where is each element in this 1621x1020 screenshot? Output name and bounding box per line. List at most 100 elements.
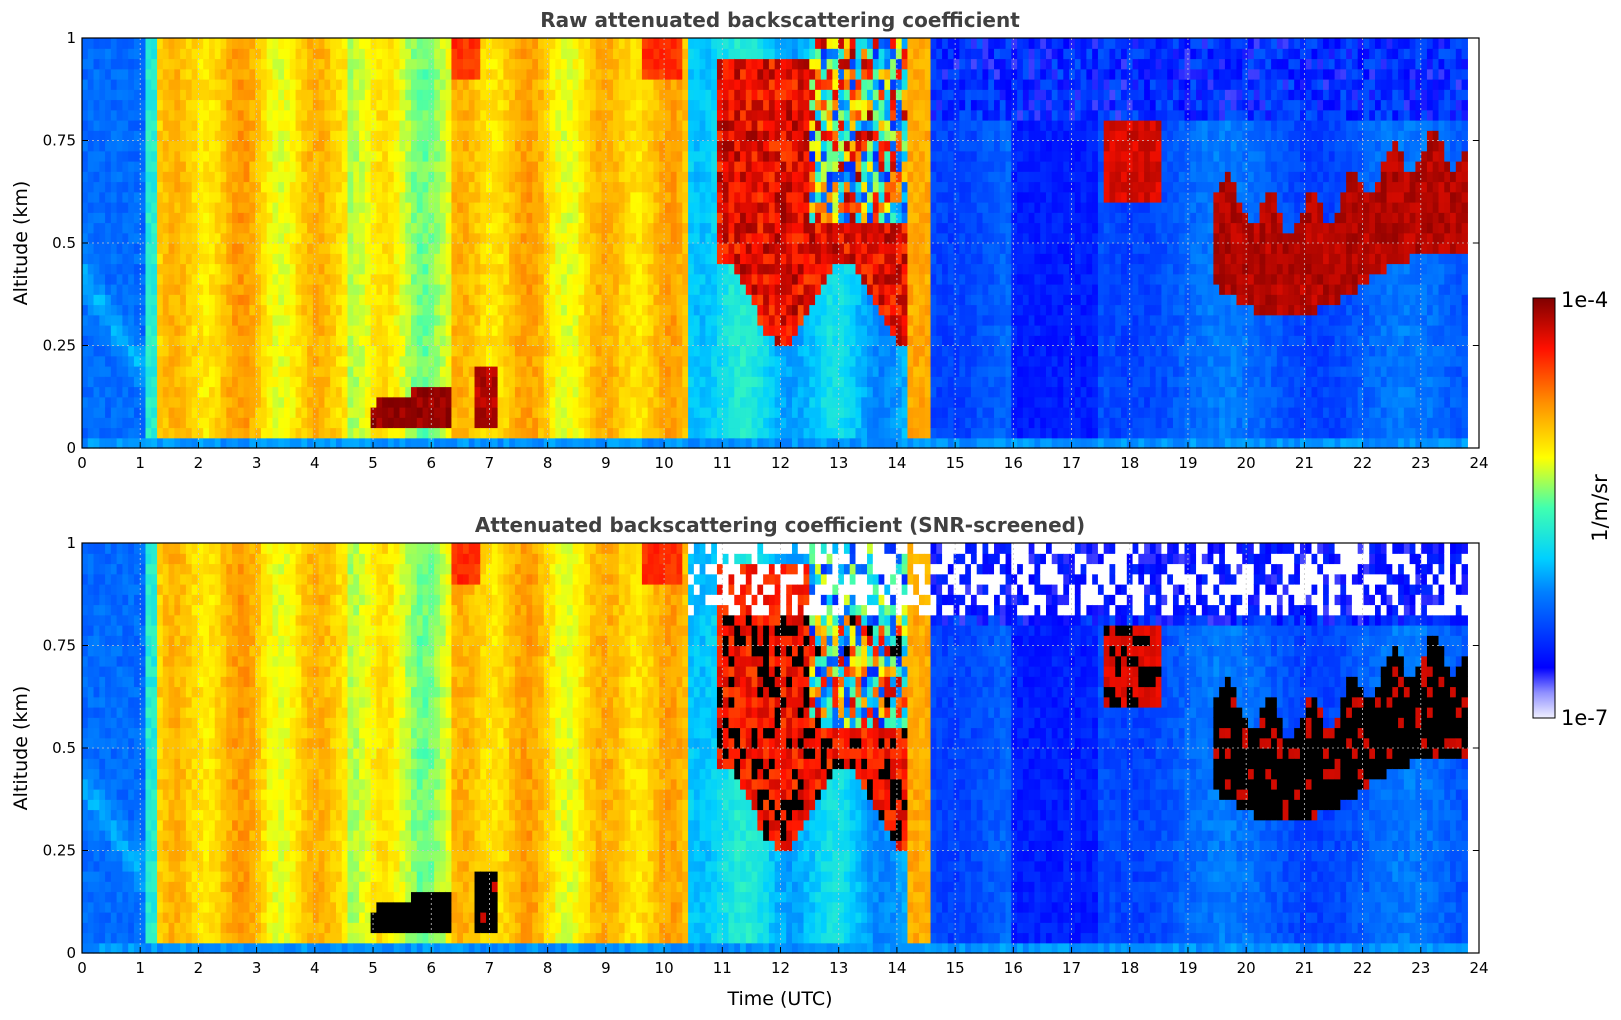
- heatmap-cell: [786, 284, 793, 295]
- heatmap-cell: [503, 222, 510, 234]
- heatmap-cell: [364, 171, 372, 183]
- heatmap-cell: [387, 99, 395, 111]
- heatmap-cell: [255, 325, 262, 336]
- heatmap-cell: [272, 109, 279, 121]
- heatmap-cell: [688, 222, 695, 234]
- heatmap-cell: [295, 109, 302, 121]
- heatmap-cell: [301, 304, 308, 316]
- heatmap-cell: [480, 150, 487, 162]
- heatmap-cell: [665, 273, 672, 285]
- heatmap-cell: [595, 89, 603, 101]
- heatmap-cell: [578, 120, 585, 131]
- heatmap-cell: [659, 161, 666, 172]
- heatmap-cell: [376, 407, 383, 418]
- heatmap-cell: [497, 427, 504, 439]
- heatmap-cell: [786, 304, 793, 316]
- heatmap-cell: [318, 79, 326, 90]
- heatmap-cell: [503, 232, 510, 244]
- heatmap-cell: [214, 48, 222, 60]
- heatmap-cell: [497, 161, 504, 172]
- heatmap-cell: [434, 171, 441, 183]
- heatmap-cell: [572, 191, 580, 203]
- heatmap-cell: [561, 89, 568, 101]
- heatmap-cell: [116, 222, 123, 234]
- heatmap-cell: [237, 304, 245, 316]
- heatmap-cell: [191, 191, 199, 203]
- heatmap-cell: [774, 366, 782, 377]
- heatmap-cell: [595, 314, 603, 326]
- heatmap-cell: [266, 202, 274, 213]
- heatmap-cell: [768, 68, 776, 80]
- heatmap-cell: [745, 304, 753, 316]
- heatmap-cell: [237, 79, 245, 90]
- heatmap-cell: [595, 263, 603, 275]
- heatmap-cell: [734, 335, 741, 347]
- heatmap-cell: [237, 140, 245, 152]
- heatmap-cell: [376, 284, 383, 295]
- heatmap-cell: [243, 314, 250, 326]
- heatmap-cell: [792, 140, 799, 152]
- heatmap-cell: [699, 407, 707, 418]
- heatmap-cell: [745, 181, 753, 193]
- heatmap-cell: [185, 38, 193, 49]
- heatmap-cell: [566, 202, 574, 213]
- heatmap-cell: [445, 407, 453, 418]
- heatmap-cell: [260, 191, 268, 203]
- heatmap-cell: [185, 253, 193, 265]
- heatmap-cell: [520, 273, 528, 285]
- heatmap-cell: [630, 243, 637, 254]
- heatmap-cell: [722, 407, 730, 418]
- heatmap-cell: [382, 253, 389, 265]
- heatmap-cell: [792, 99, 799, 111]
- heatmap-cell: [99, 427, 106, 439]
- heatmap-cell: [543, 427, 551, 439]
- heatmap-cell: [266, 284, 274, 295]
- heatmap-cell: [670, 304, 678, 316]
- heatmap-cell: [607, 417, 614, 429]
- heatmap-cell: [468, 171, 476, 183]
- heatmap-cell: [682, 48, 689, 60]
- heatmap-cell: [411, 89, 418, 101]
- heatmap-cell: [232, 99, 239, 111]
- heatmap-cell: [87, 304, 95, 316]
- heatmap-cell: [792, 437, 799, 449]
- heatmap-cell: [324, 386, 331, 398]
- heatmap-cell: [595, 376, 603, 388]
- heatmap-cell: [734, 284, 741, 295]
- heatmap-cell: [445, 58, 453, 70]
- heatmap-cell: [763, 417, 770, 429]
- heatmap-cell: [589, 437, 597, 449]
- heatmap-cell: [474, 396, 481, 408]
- heatmap-cell: [226, 386, 233, 398]
- heatmap-cell: [128, 150, 135, 162]
- heatmap-cell: [774, 68, 782, 80]
- heatmap-cell: [561, 79, 568, 90]
- heatmap-cell: [520, 335, 528, 347]
- heatmap-cell: [353, 109, 360, 121]
- heatmap-cell: [682, 335, 689, 347]
- heatmap-cell: [526, 345, 533, 357]
- heatmap-cell: [370, 335, 377, 347]
- heatmap-cell: [243, 202, 250, 213]
- heatmap-cell: [284, 191, 291, 203]
- heatmap-cell: [792, 263, 799, 275]
- heatmap-cell: [462, 417, 470, 429]
- heatmap-cell: [382, 273, 389, 285]
- heatmap-cell: [145, 284, 152, 295]
- heatmap-cell: [197, 407, 204, 418]
- heatmap-cell: [387, 294, 395, 306]
- heatmap-cell: [266, 294, 274, 306]
- heatmap-cell: [647, 99, 655, 111]
- heatmap-cell: [335, 263, 343, 275]
- heatmap-cell: [312, 243, 320, 254]
- heatmap-cell: [128, 181, 135, 193]
- heatmap-cell: [255, 99, 262, 111]
- heatmap-cell: [786, 222, 793, 234]
- heatmap-cell: [641, 417, 649, 429]
- heatmap-cell: [792, 407, 799, 418]
- heatmap-cell: [312, 161, 320, 172]
- heatmap-cell: [278, 212, 285, 224]
- heatmap-cell: [670, 181, 678, 193]
- heatmap-cell: [618, 171, 626, 183]
- heatmap-cell: [630, 407, 637, 418]
